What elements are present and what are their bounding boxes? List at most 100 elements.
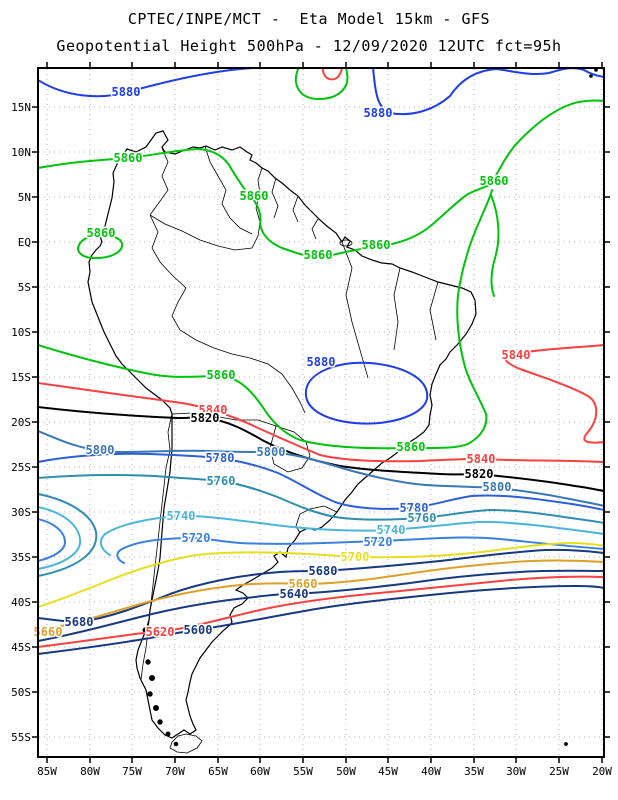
tierra-del-fuego-island [169, 239, 353, 754]
contour-line-5660 [39, 559, 603, 632]
contour-line-unlabeled-red-top [322, 69, 343, 81]
lat-label: 5N [18, 191, 31, 204]
contour-label: 5720 [364, 535, 393, 549]
contour-line-5880-north-east [372, 69, 603, 116]
contour-label: 5860 [114, 151, 143, 165]
contour-label: 5860 [207, 368, 236, 382]
contour-label: 5740 [167, 509, 196, 523]
contour-label: 5680 [309, 564, 338, 578]
contour-label: 5840 [467, 452, 496, 466]
contour-label: 5840 [502, 348, 531, 362]
lat-label: 40S [11, 596, 31, 609]
lat-label: 20S [11, 416, 31, 429]
map-frame [32, 62, 610, 763]
contour-label: 5860 [362, 238, 391, 252]
contour-line-5700 [39, 542, 603, 608]
lon-label: 85W [37, 765, 57, 778]
contour-label: 5680 [65, 615, 94, 629]
lon-label: 60W [250, 765, 270, 778]
grid-lines [39, 69, 603, 756]
contour-line-5680 [39, 548, 603, 623]
basemap [87, 69, 598, 754]
contour-label: 5700 [341, 550, 370, 564]
lon-label: 70W [165, 765, 185, 778]
contour-line-5860-north [39, 99, 603, 259]
contour-label: 5820 [465, 467, 494, 481]
lat-label: 50S [11, 686, 31, 699]
lat-label: 55S [11, 731, 31, 744]
contour-label: 5860 [240, 189, 269, 203]
lat-label: 5S [18, 281, 31, 294]
contour-label: 5780 [400, 501, 429, 515]
map-border [37, 67, 605, 758]
contour-line-5640 [39, 569, 603, 642]
lat-label: 45S [11, 641, 31, 654]
contour-label: 5760 [408, 511, 437, 525]
contour-label: 5800 [483, 480, 512, 494]
contour-label: 5640 [280, 587, 309, 601]
contour-label: 5820 [191, 411, 220, 425]
country-borders [140, 145, 439, 681]
contour-line-unlabeled-green-top [294, 69, 349, 100]
lon-label: 45W [378, 765, 398, 778]
title-line-2: Geopotential Height 500hPa - 12/09/2020 … [56, 37, 562, 55]
contour-label: 5800 [257, 445, 286, 459]
contour-line-5840-main [39, 382, 603, 463]
lat-label: 30S [11, 506, 31, 519]
contour-line-5780 [39, 452, 603, 511]
contour-label: 5740 [377, 523, 406, 537]
contour-line-5800 [39, 430, 603, 507]
contour-line-5620 [39, 575, 603, 648]
contour-label: 5860 [480, 174, 509, 188]
contour-lines [39, 69, 603, 655]
contour-label: 5760 [207, 474, 236, 488]
contour-line-5760 [39, 473, 603, 524]
lon-label: 20W [592, 765, 612, 778]
lat-label: 35S [11, 551, 31, 564]
lon-label: 50W [336, 765, 356, 778]
chart-header: CPTEC/INPE/MCT - Eta Model 15km - GFS Ge… [0, 6, 618, 60]
lon-label: 35W [464, 765, 484, 778]
lat-label: 25S [11, 461, 31, 474]
longitude-axis: 85W 80W 75W 70W 65W 60W 55W 50W 45W 40W … [37, 765, 612, 778]
lat-label: 10N [11, 146, 31, 159]
contour-label: 5660 [289, 577, 318, 591]
contour-line-5860-ne-coast [490, 194, 500, 297]
lon-label: 55W [293, 765, 313, 778]
south-america-coastline [87, 130, 477, 739]
lat-label: 10S [11, 326, 31, 339]
tick-marks [32, 62, 610, 763]
contour-line-5820 [39, 406, 603, 492]
contour-line-low-ring-middle [39, 506, 82, 570]
contour-line-5860-west-loop [77, 233, 124, 260]
contour-line-5600 [39, 585, 603, 655]
contour-label: 5860 [397, 440, 426, 454]
contour-label: 5620 [146, 625, 175, 639]
contour-line-low-ring-inner [39, 518, 67, 562]
contour-line-5720 [116, 536, 603, 564]
contour-label: 5840 [199, 403, 228, 417]
contour-line-5880-closed-high [304, 361, 429, 425]
lat-label: EQ [18, 236, 31, 249]
contour-label: 5880 [112, 85, 141, 99]
contour-label: 5780 [206, 451, 235, 465]
lon-label: 75W [122, 765, 142, 778]
contour-label: 5720 [182, 531, 211, 545]
lon-label: 30W [506, 765, 526, 778]
lon-label: 25W [549, 765, 569, 778]
contour-label: 5860 [87, 226, 116, 240]
contour-line-5880-north-west [39, 69, 253, 98]
contour-label: 5880 [364, 106, 393, 120]
lon-label: 80W [80, 765, 100, 778]
latitude-axis: 15N 10N 5N EQ 5S 10S 15S 20S 25S 30S 35S… [11, 101, 31, 744]
contour-label: 5860 [304, 248, 333, 262]
lon-label: 40W [421, 765, 441, 778]
contour-label: 5800 [86, 443, 115, 457]
lat-label: 15N [11, 101, 31, 114]
lon-label: 65W [208, 765, 228, 778]
contour-label: 5660 [34, 625, 63, 639]
contour-line-5860-south-tongue [39, 189, 493, 450]
contour-line-5740 [99, 514, 603, 556]
